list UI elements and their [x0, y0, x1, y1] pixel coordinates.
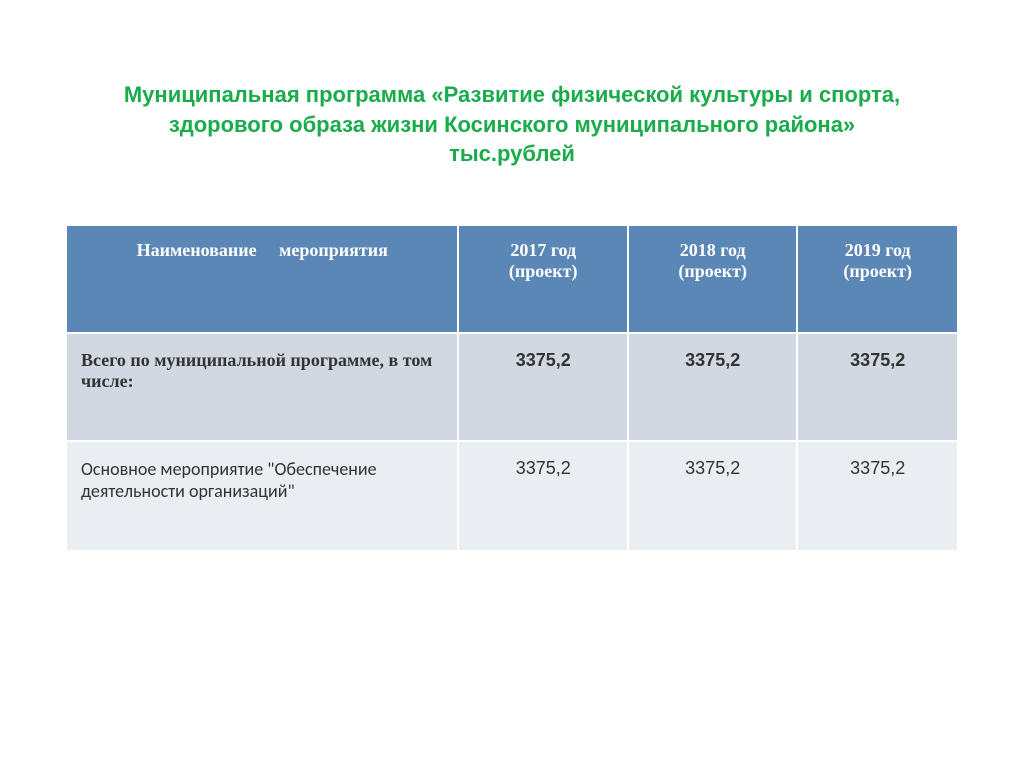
- table-row: Основное мероприятие "Обеспечение деятел…: [66, 441, 958, 551]
- header-label-1b: (проект): [509, 261, 578, 281]
- header-label-2a: 2018 год: [680, 240, 746, 260]
- row-label: Всего по муниципальной программе, в том …: [66, 333, 458, 441]
- program-table: Наименование мероприятия 2017 год (проек…: [65, 224, 959, 552]
- title-line-2: здорового образа жизни Косинского муници…: [65, 110, 959, 140]
- row-value: 3375,2: [797, 441, 958, 551]
- table-row: Всего по муниципальной программе, в том …: [66, 333, 958, 441]
- title-line-1: Муниципальная программа «Развитие физиче…: [65, 80, 959, 110]
- header-cell-2: 2018 год (проект): [628, 225, 797, 333]
- header-label-1a: 2017 год: [510, 240, 576, 260]
- header-label-3a: 2019 год: [845, 240, 911, 260]
- slide-title: Муниципальная программа «Развитие физиче…: [65, 80, 959, 169]
- header-label-2b: (проект): [678, 261, 747, 281]
- header-label-3b: (проект): [843, 261, 912, 281]
- title-line-3: тыс.рублей: [65, 139, 959, 169]
- row-value: 3375,2: [797, 333, 958, 441]
- header-label-0b: мероприятия: [279, 240, 388, 260]
- header-cell-1: 2017 год (проект): [458, 225, 627, 333]
- table-header-row: Наименование мероприятия 2017 год (проек…: [66, 225, 958, 333]
- row-value: 3375,2: [628, 333, 797, 441]
- row-value: 3375,2: [458, 333, 627, 441]
- row-value: 3375,2: [458, 441, 627, 551]
- row-value: 3375,2: [628, 441, 797, 551]
- header-cell-0: Наименование мероприятия: [66, 225, 458, 333]
- table-body: Всего по муниципальной программе, в том …: [66, 333, 958, 551]
- header-cell-3: 2019 год (проект): [797, 225, 958, 333]
- header-label-0a: Наименование: [137, 240, 257, 260]
- row-label: Основное мероприятие "Обеспечение деятел…: [66, 441, 458, 551]
